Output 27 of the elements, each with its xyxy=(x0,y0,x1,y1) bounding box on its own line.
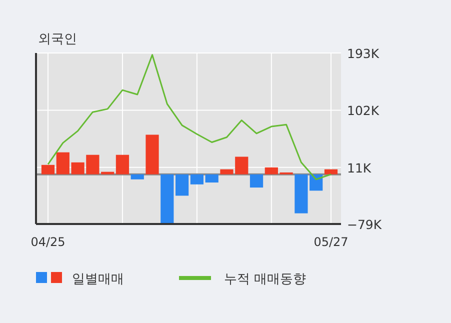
y-tick-label: 11K xyxy=(347,160,372,176)
bar xyxy=(86,154,100,174)
y-tick-label: −79K xyxy=(347,217,382,232)
bar xyxy=(220,169,234,174)
bar xyxy=(190,174,204,184)
x-tick-label: 04/25 xyxy=(30,235,66,249)
y-tick-label: 193K xyxy=(347,46,380,61)
bar xyxy=(101,172,114,174)
bar xyxy=(56,152,70,174)
bar xyxy=(175,174,189,196)
chart-title: 외국인 xyxy=(38,32,77,47)
bar xyxy=(235,156,248,174)
legend-label: 누적 매매동향 xyxy=(224,272,306,287)
x-tick-label: 05/27 xyxy=(314,235,348,249)
bar xyxy=(71,162,84,174)
bar xyxy=(116,154,130,174)
bar xyxy=(264,167,278,174)
bar xyxy=(146,134,159,174)
bar xyxy=(294,174,308,214)
y-tick-label: 102K xyxy=(347,103,380,118)
bar xyxy=(250,174,264,188)
bar xyxy=(130,174,144,180)
bar xyxy=(41,164,55,174)
legend-label: 일별매매 xyxy=(72,272,124,287)
bar xyxy=(205,174,218,183)
bar xyxy=(324,169,338,174)
bar xyxy=(160,174,174,224)
